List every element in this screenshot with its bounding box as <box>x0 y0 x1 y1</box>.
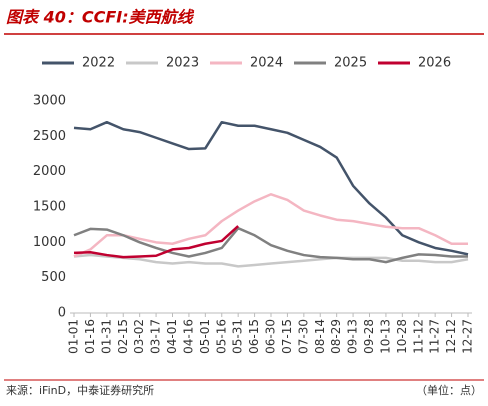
legend-label: 2024 <box>250 56 283 71</box>
x-tick-label: 09-13 <box>346 319 360 354</box>
legend-label: 2026 <box>418 56 451 71</box>
x-tick-label: 06-30 <box>264 319 278 354</box>
x-tick-label: 06-15 <box>247 319 261 354</box>
y-tick-label: 500 <box>41 270 66 285</box>
x-tick-label: 05-31 <box>231 319 245 354</box>
y-tick-label: 2500 <box>33 129 66 144</box>
x-tick-label: 05-01 <box>198 319 212 354</box>
x-tick-label: 11-27 <box>428 319 442 354</box>
x-tick-label: 10-28 <box>395 319 409 354</box>
x-tick-label: 07-15 <box>280 319 294 354</box>
x-tick-label: 09-28 <box>362 319 376 354</box>
legend-label: 2023 <box>166 56 199 71</box>
x-tick-label: 01-16 <box>83 319 97 354</box>
x-tick-label: 08-14 <box>313 319 327 354</box>
x-tick-label: 03-17 <box>149 319 163 354</box>
x-tick-label: 05-16 <box>214 319 228 354</box>
x-tick-label: 03-02 <box>132 319 146 354</box>
y-tick-label: 3000 <box>33 94 66 109</box>
x-tick-label: 01-31 <box>99 319 113 354</box>
x-tick-label: 10-13 <box>378 319 392 354</box>
y-tick-label: 2000 <box>33 164 66 179</box>
chart-title: 图表 40：CCFI:美西航线 <box>6 8 195 27</box>
x-tick-label: 12-12 <box>444 319 458 354</box>
x-tick-label: 11-12 <box>411 319 425 354</box>
x-tick-label: 02-15 <box>116 319 130 354</box>
x-tick-label: 07-30 <box>296 319 310 354</box>
y-tick-label: 1500 <box>33 200 66 215</box>
x-tick-label: 04-16 <box>181 319 195 354</box>
series-line <box>73 225 240 259</box>
y-tick-label: 0 <box>58 306 66 321</box>
x-tick-label: 08-29 <box>329 319 343 354</box>
series-line <box>73 193 468 258</box>
x-tick-label: 01-01 <box>67 319 81 354</box>
x-tick-label: 04-01 <box>165 319 179 354</box>
legend-label: 2022 <box>82 56 115 71</box>
legend-label: 2025 <box>334 56 367 71</box>
series-line <box>73 120 469 256</box>
series-line <box>73 253 469 268</box>
y-tick-label: 1000 <box>33 235 66 250</box>
unit-note: （单位：点） <box>416 383 482 397</box>
x-tick-label: 12-27 <box>461 319 475 354</box>
series-line <box>73 226 468 264</box>
source-note: 来源：iFinD，中泰证券研究所 <box>6 383 154 397</box>
